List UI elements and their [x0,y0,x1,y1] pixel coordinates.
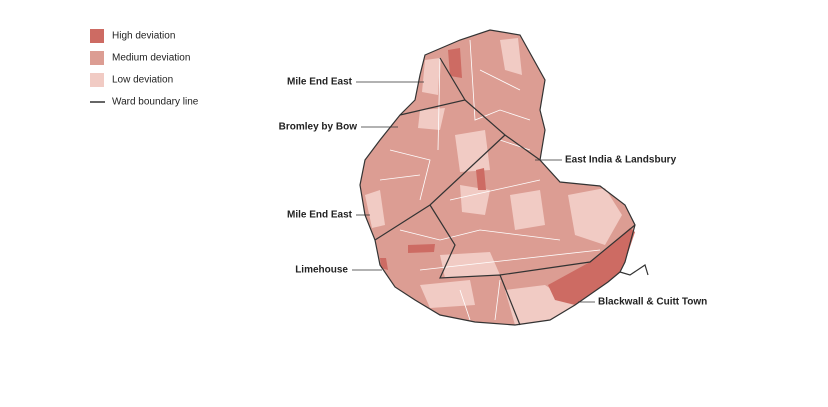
map [359,29,649,326]
low-deviation-areas [365,38,622,325]
ward-label: Mile End East [287,77,353,88]
ward-label: Limehouse [295,265,348,276]
ward-label: East India & Landsbury [565,155,677,166]
legend-swatch [90,73,104,87]
legend-label: Low deviation [112,75,173,86]
ward-label: Blackwall & Cuitt Town [598,297,707,308]
high-deviation-areas [380,48,635,305]
ward-label: Bromley by Bow [279,122,358,133]
labels: Mile End East Bromley by Bow East India & … [279,77,708,308]
legend-swatch [90,29,104,43]
legend-label: Ward boundary line [112,97,199,108]
legend-label: Medium deviation [112,53,190,64]
ward-boundaries [359,29,649,326]
legend-label: High deviation [112,31,175,42]
area-boundaries [379,39,601,321]
legend-swatch [90,51,104,65]
legend: High deviation Medium deviation Low deviat… [90,29,199,108]
ward-label: Mile End East [287,210,353,221]
